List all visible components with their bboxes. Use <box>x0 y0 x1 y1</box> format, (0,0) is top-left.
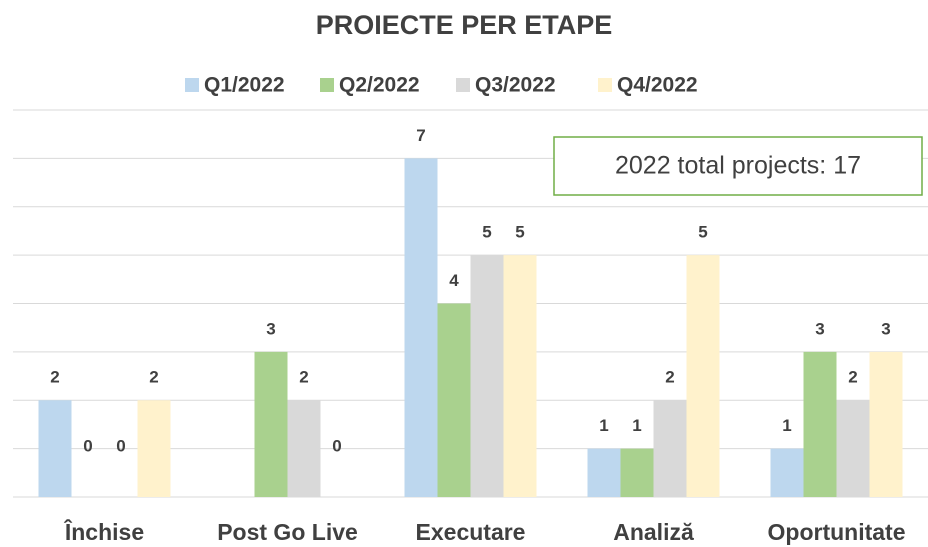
data-label: 1 <box>599 416 608 435</box>
data-label: 7 <box>416 126 425 145</box>
legend-label: Q3/2022 <box>475 74 556 97</box>
bar <box>770 448 804 497</box>
chart-title: PROIECTE PER ETAPE <box>316 10 613 40</box>
bar <box>254 351 288 497</box>
x-tick-label: Executare <box>416 519 526 545</box>
data-label: 2 <box>50 368 59 387</box>
data-label: 4 <box>449 271 459 290</box>
bar <box>836 400 870 497</box>
bar <box>587 448 621 497</box>
x-tick-label: Închise <box>64 518 144 545</box>
bar <box>38 400 72 497</box>
bar <box>404 158 438 497</box>
data-label: 5 <box>482 223 491 242</box>
annotation-box <box>553 136 923 196</box>
bar <box>653 400 687 497</box>
bar <box>869 351 903 497</box>
annotation: 2022 total projects: 17 <box>615 152 861 180</box>
data-label: 0 <box>83 436 92 455</box>
legend-swatch <box>185 78 199 92</box>
data-label: 2 <box>848 368 857 387</box>
legend-label: Q4/2022 <box>617 74 698 97</box>
bar <box>137 400 171 497</box>
data-label: 5 <box>698 223 707 242</box>
data-label: 0 <box>332 436 341 455</box>
data-label: 3 <box>266 319 275 338</box>
legend-swatch <box>320 78 334 92</box>
legend-swatch <box>598 78 612 92</box>
x-tick-label: Oportunitate <box>768 519 906 545</box>
bar <box>470 255 504 497</box>
x-tick-label: Analiză <box>613 519 694 545</box>
data-label: 2 <box>299 368 308 387</box>
data-label: 3 <box>815 319 824 338</box>
legend-swatch <box>456 78 470 92</box>
bar <box>620 448 654 497</box>
data-label: 1 <box>632 416 641 435</box>
data-label: 3 <box>881 319 890 338</box>
bar <box>686 255 720 497</box>
bar <box>503 255 537 497</box>
x-tick-label: Post Go Live <box>217 519 358 545</box>
data-label: 0 <box>116 436 125 455</box>
bar <box>437 303 471 497</box>
data-label: 2 <box>149 368 158 387</box>
legend-label: Q1/2022 <box>204 74 285 97</box>
legend-label: Q2/2022 <box>339 74 420 97</box>
data-label: 5 <box>515 223 524 242</box>
bar <box>287 400 321 497</box>
data-label: 2 <box>665 368 674 387</box>
data-label: 1 <box>782 416 791 435</box>
bar <box>803 351 837 497</box>
